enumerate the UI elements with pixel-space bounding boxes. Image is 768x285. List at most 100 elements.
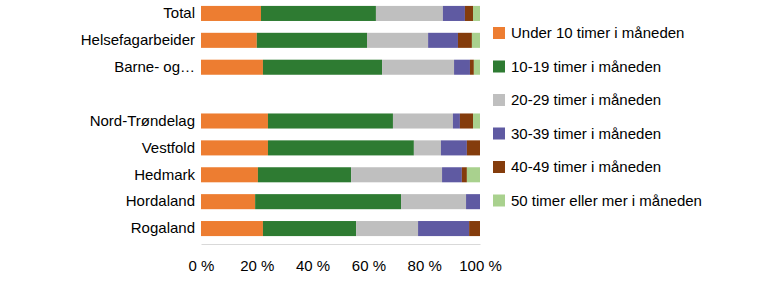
y-tick-label: Hordaland xyxy=(126,192,195,209)
y-tick-label: Vestfold xyxy=(142,139,195,156)
legend-swatch xyxy=(493,61,505,73)
bar-segment xyxy=(473,6,480,21)
bar-segment xyxy=(458,33,472,48)
bar-segment xyxy=(465,6,473,21)
bar-segment xyxy=(393,113,453,128)
bar-segment xyxy=(469,221,480,236)
bar-segment xyxy=(467,167,480,182)
legend-item: 10-19 timer i måneden xyxy=(493,58,661,75)
y-tick: Total xyxy=(163,4,201,21)
legend-label: 20-29 timer i måneden xyxy=(511,91,661,108)
legend-item: Under 10 timer i måneden xyxy=(493,24,684,41)
bar-segment xyxy=(201,167,258,182)
legend: Under 10 timer i måneden 10-19 timer i må… xyxy=(493,24,702,209)
bar-segment xyxy=(268,140,414,155)
legend-swatch xyxy=(493,94,505,106)
bar-segment xyxy=(201,194,255,209)
bar-segment xyxy=(441,140,467,155)
bar-segment xyxy=(263,221,356,236)
y-tick: Rogaland xyxy=(131,219,201,236)
bars xyxy=(201,6,480,236)
y-tick-label: Rogaland xyxy=(131,219,195,236)
x-tick-label: 80 % xyxy=(408,257,442,274)
bar-segment xyxy=(201,6,261,21)
bar-segment xyxy=(258,167,351,182)
bar-segment xyxy=(261,6,376,21)
legend-item: 40-49 timer i måneden xyxy=(493,158,661,175)
legend-swatch xyxy=(493,128,505,140)
bar-segment xyxy=(201,140,268,155)
legend-item: 30-39 timer i måneden xyxy=(493,125,661,142)
y-tick: Hedmark xyxy=(134,166,201,183)
bar-segment xyxy=(367,33,428,48)
bar-segment xyxy=(255,194,401,209)
bar-segment xyxy=(480,194,481,209)
bar-segment xyxy=(470,60,474,75)
bar-segment xyxy=(480,194,481,209)
legend-swatch xyxy=(493,161,505,173)
x-tick: 40 % xyxy=(296,244,330,274)
legend-item: 20-29 timer i måneden xyxy=(493,91,661,108)
bar-segment xyxy=(474,60,480,75)
bar-segment xyxy=(418,221,469,236)
legend-label: 50 timer eller mer i måneden xyxy=(511,192,702,209)
y-tick-label: Nord-Trøndelag xyxy=(90,112,195,129)
x-tick: 20 % xyxy=(240,244,274,274)
bar-segment xyxy=(462,167,467,182)
x-tick-label: 100 % xyxy=(459,257,502,274)
y-tick-label: Barne- og… xyxy=(114,58,195,75)
y-tick: Helsefagarbeider xyxy=(81,31,201,48)
y-tick: Vestfold xyxy=(142,139,201,156)
bar-segment xyxy=(201,33,257,48)
x-tick-label: 0 % xyxy=(189,257,215,274)
bar-segment xyxy=(376,6,443,21)
bar-segment xyxy=(401,194,466,209)
x-axis-line xyxy=(202,244,481,245)
bar-segment xyxy=(467,140,480,155)
x-tick-label: 20 % xyxy=(240,257,274,274)
y-tick: Barne- og… xyxy=(114,58,201,75)
chart: 0 % 20 % 40 % 60 % 80 % 100 % Total Helsefagarb… xyxy=(0,0,768,285)
legend-swatch xyxy=(493,195,505,207)
y-tick-label: Total xyxy=(163,4,195,21)
bar-segment xyxy=(382,60,454,75)
x-tick: 100 % xyxy=(459,244,502,274)
x-tick: 80 % xyxy=(408,244,442,274)
bar-segment xyxy=(454,60,470,75)
bar-segment xyxy=(257,33,367,48)
bar-segment xyxy=(268,113,393,128)
bar-segment xyxy=(453,113,460,128)
legend-item: 50 timer eller mer i måneden xyxy=(493,192,702,209)
legend-swatch xyxy=(493,27,505,39)
bar-segment xyxy=(351,167,442,182)
y-tick: Hordaland xyxy=(126,192,201,209)
legend-label: 10-19 timer i måneden xyxy=(511,58,661,75)
bar-segment xyxy=(480,140,481,155)
bar-segment xyxy=(442,167,462,182)
bar-segment xyxy=(201,113,268,128)
bar-segment xyxy=(414,140,441,155)
x-tick-label: 40 % xyxy=(296,257,330,274)
bar-segment xyxy=(466,194,480,209)
x-tick: 60 % xyxy=(352,244,386,274)
legend-label: Under 10 timer i måneden xyxy=(511,24,684,41)
y-tick-label: Hedmark xyxy=(134,166,195,183)
bar-segment xyxy=(356,221,418,236)
bar-segment xyxy=(480,221,481,236)
x-axis: 0 % 20 % 40 % 60 % 80 % 100 % xyxy=(189,244,502,274)
y-tick-label: Helsefagarbeider xyxy=(81,31,195,48)
x-tick-label: 60 % xyxy=(352,257,386,274)
legend-label: 40-49 timer i måneden xyxy=(511,158,661,175)
bar-segment xyxy=(428,33,458,48)
bar-segment xyxy=(201,221,263,236)
bar-segment xyxy=(263,60,382,75)
y-axis: Total Helsefagarbeider Barne- og… Nord-Trøn… xyxy=(81,4,201,236)
y-tick: Nord-Trøndelag xyxy=(90,112,201,129)
bar-segment xyxy=(201,60,263,75)
legend-label: 30-39 timer i måneden xyxy=(511,125,661,142)
bar-segment xyxy=(473,113,480,128)
bar-segment xyxy=(460,113,473,128)
bar-segment xyxy=(443,6,465,21)
bar-segment xyxy=(472,33,480,48)
x-tick: 0 % xyxy=(189,244,215,274)
